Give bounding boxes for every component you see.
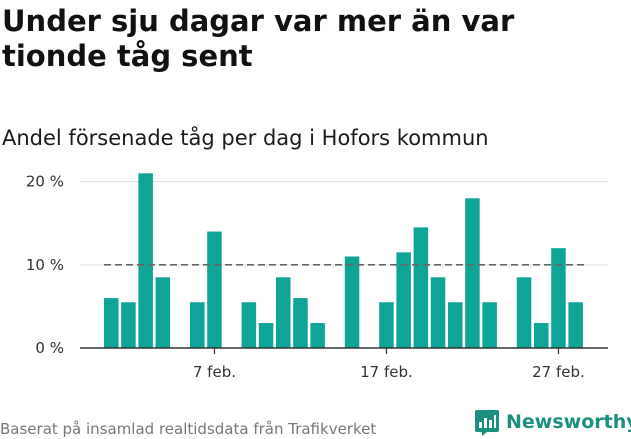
- bar: [344, 256, 360, 348]
- bar: [190, 302, 205, 348]
- newsworthy-logo-icon: [475, 410, 499, 436]
- bar: [396, 252, 411, 348]
- source-note: Baserat på insamlad realtidsdata från Tr…: [0, 420, 377, 438]
- bar: [310, 323, 325, 348]
- y-tick-label: 20 %: [26, 173, 64, 191]
- bar: [516, 277, 532, 348]
- bar: [138, 173, 153, 348]
- bar: [121, 302, 136, 348]
- bar: [465, 198, 480, 348]
- chart-title: Under sju dagar var mer än var tionde tå…: [2, 4, 515, 73]
- brand-name: Newsworthy: [506, 411, 631, 433]
- chart-subtitle: Andel försenade tåg per dag i Hofors kom…: [2, 126, 489, 150]
- x-tick-label: 17 feb.: [360, 363, 413, 381]
- x-tick-label: 27 feb.: [532, 363, 585, 381]
- bar: [568, 302, 583, 348]
- bar: [379, 302, 394, 348]
- bar: [448, 302, 463, 348]
- y-tick-label: 10 %: [26, 256, 64, 274]
- bar: [276, 277, 291, 348]
- bar: [430, 277, 446, 348]
- bar: [155, 277, 171, 348]
- bar: [258, 323, 274, 348]
- bar: [241, 302, 257, 348]
- bar: [413, 227, 429, 348]
- bar: [207, 231, 222, 348]
- bar: [293, 298, 308, 348]
- bar: [482, 302, 497, 348]
- bar: [534, 323, 549, 348]
- bar-chart: 0 % 10 % 20 % 7 feb. 17 feb. 27 feb.: [26, 173, 608, 381]
- bar: [551, 248, 566, 348]
- brand-logo: Newsworthy: [474, 407, 631, 437]
- bar: [104, 298, 119, 348]
- y-tick-label: 0 %: [35, 339, 64, 357]
- x-tick-label: 7 feb.: [193, 363, 236, 381]
